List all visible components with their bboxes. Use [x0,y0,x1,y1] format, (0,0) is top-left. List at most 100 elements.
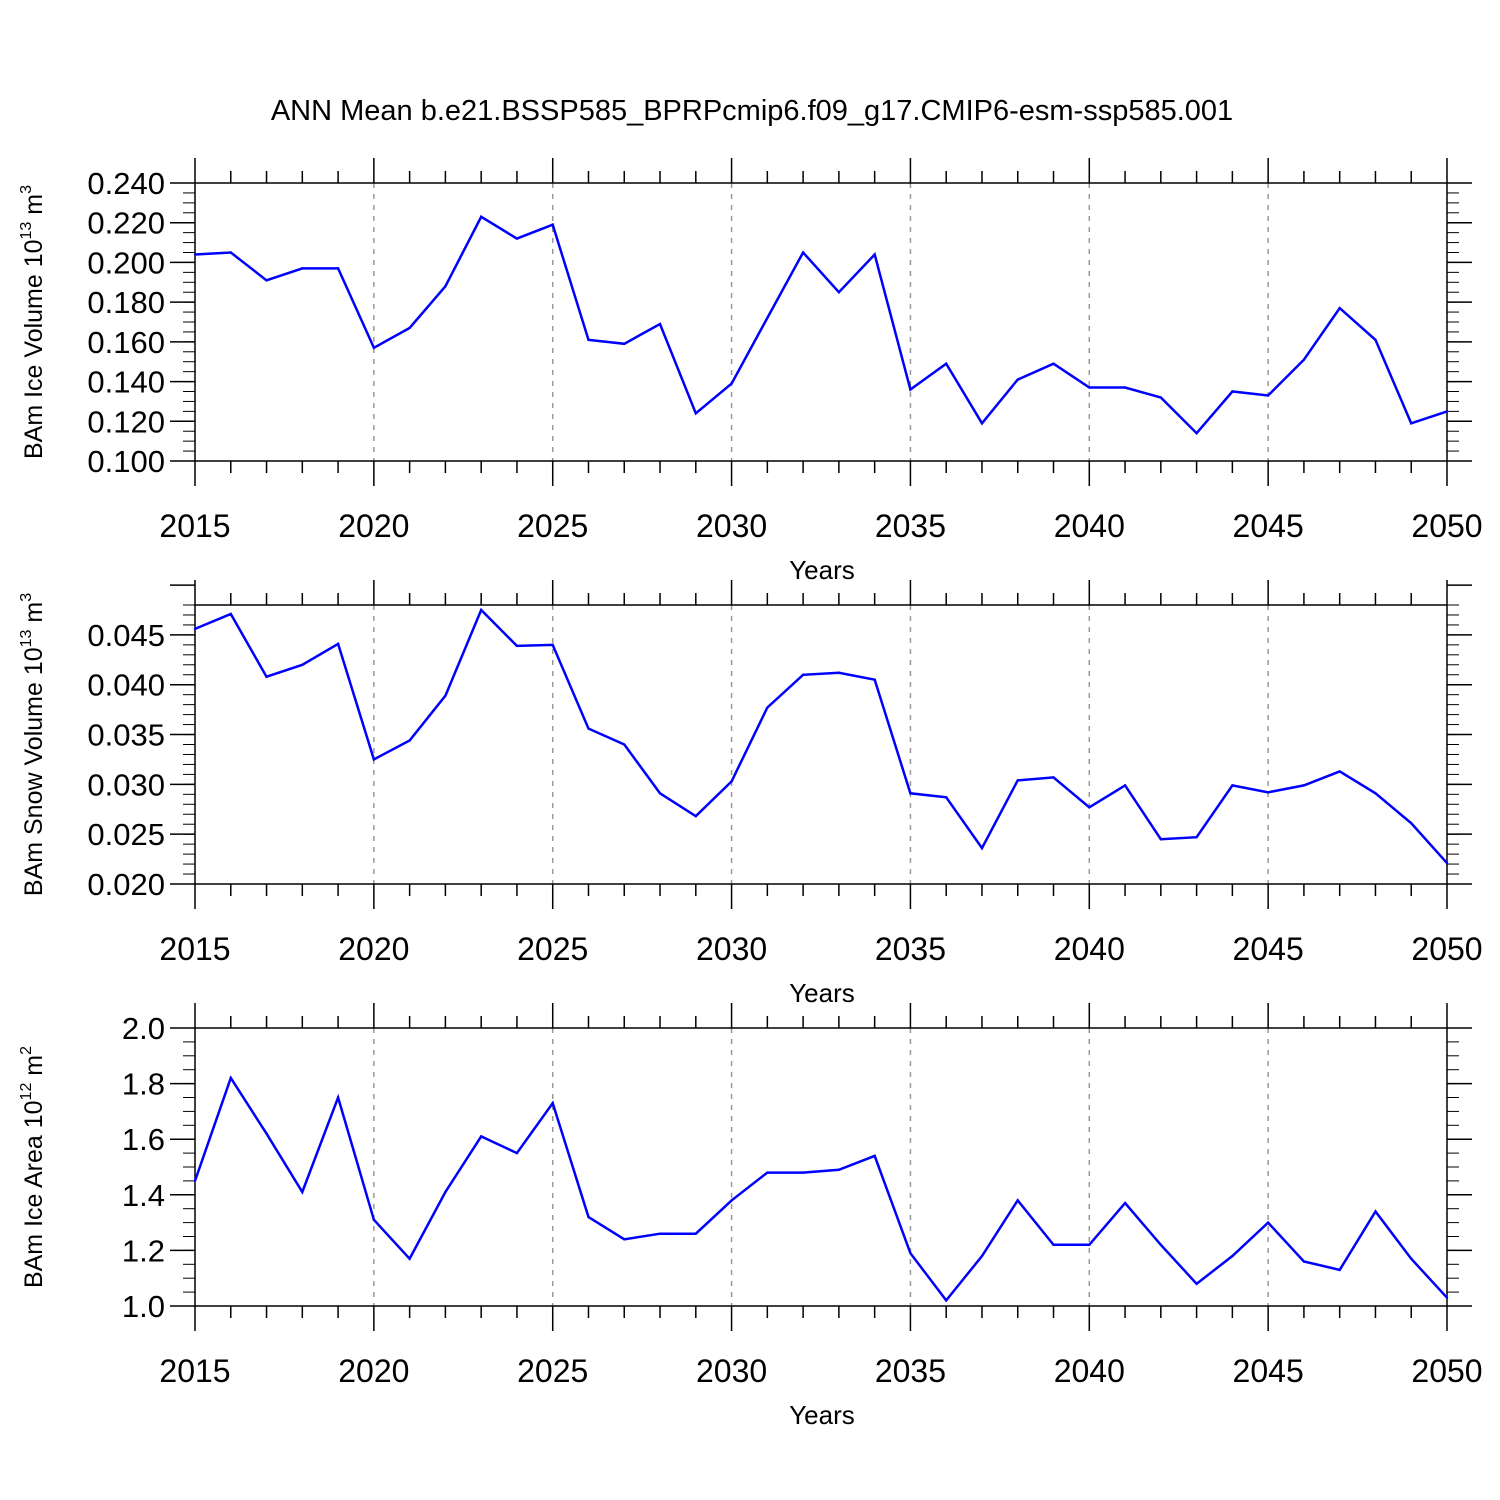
data-point-2024 [515,1151,519,1155]
data-point-2027 [623,342,626,346]
data-point-2037 [980,422,984,425]
data-point-2021 [408,326,411,330]
panels: 0.100 0.120 0.140 0.160 0.180 0.200 0.220 0.240… [18,158,1483,1430]
y-tick-label: 0.140 [87,365,165,400]
data-point-2024 [515,237,519,240]
y-axis-label: BAm Snow Volume 1013 m3 [18,593,48,896]
data-point-2026 [587,338,590,342]
x-tick-label: 2040 [1054,1353,1125,1389]
data-point-2029 [694,1232,697,1235]
data-point-2041 [1123,386,1127,389]
y-axis-label-part: BAm Ice Area 10 [20,1100,48,1288]
data-point-2027 [623,1238,626,1241]
x-tick-label: 2020 [338,1353,409,1389]
x-tick-label: 2020 [338,931,409,967]
data-point-2037 [980,1254,984,1258]
data-point-2048 [1374,338,1377,342]
panel-snow-volume: 0.020 0.025 0.030 0.035 0.040 0.045 2015 2020 20… [18,580,1483,1008]
y-axis-label-part: 3 [18,593,35,602]
y-tick-label: 1.0 [122,1289,165,1324]
y-tick-label: 1.4 [122,1178,165,1213]
data-point-2019 [336,642,340,646]
data-point-2033 [837,671,841,674]
data-point-2018 [301,1190,304,1194]
data-point-2031 [766,706,769,709]
data-point-2042 [1159,837,1163,841]
y-tick-label: 1.2 [122,1233,165,1268]
x-tick-label: 2045 [1233,1353,1304,1389]
data-point-2016 [229,1076,232,1080]
data-point-2033 [837,1168,841,1171]
y-axis-label-part: BAm Snow Volume 10 [20,647,48,896]
data-point-2026 [587,1215,590,1219]
data-point-2020 [372,346,376,350]
data-point-2035 [909,792,912,795]
y-tick-label: 0.100 [87,444,165,479]
data-point-2019 [336,1096,340,1099]
x-axis-label: Years [789,978,855,1008]
y-tick-label: 0.240 [87,166,165,201]
y-tick-label: 0.220 [87,206,165,241]
data-point-2025 [551,1101,554,1105]
y-tick-label: 0.045 [87,618,165,653]
data-point-2017 [265,1132,268,1135]
data-point-2039 [1052,362,1055,365]
y-tick-label: 0.025 [87,817,165,852]
series-line-ice-volume [194,215,1448,436]
data-point-2022 [444,1190,447,1194]
data-point-2029 [694,412,697,415]
x-tick-label: 2015 [159,508,230,544]
data-point-2031 [766,1171,769,1174]
data-point-2050 [1445,1296,1449,1299]
data-point-2021 [408,739,411,742]
data-point-2038 [1016,779,1019,782]
data-point-2049 [1410,822,1413,825]
y-axis-label-part: m [20,602,48,630]
y-tick-label: 0.040 [87,668,165,703]
data-point-2042 [1159,396,1163,399]
y-axis-label-part: m [20,194,48,222]
data-point-2023 [479,1135,483,1138]
panel-ice-area: 1.0 1.2 1.4 1.6 1.8 2.0 2015 2020 2025 2030 2035 20… [18,1003,1483,1430]
data-point-2028 [658,322,662,326]
data-point-2050 [1445,861,1449,865]
panel-ice-volume: 0.100 0.120 0.140 0.160 0.180 0.200 0.220 0.240… [18,158,1483,585]
data-point-2030 [730,1199,733,1202]
data-point-2049 [1410,422,1413,425]
data-point-2030 [730,382,733,385]
y-axis-label-part: 13 [18,629,35,647]
data-point-2047 [1338,306,1341,310]
x-axis-label: Years [789,555,855,585]
data-point-2038 [1016,378,1019,381]
data-point-2046 [1302,784,1306,787]
data-point-2022 [444,285,447,288]
data-point-2016 [229,612,232,616]
data-point-2023 [479,608,483,612]
data-point-2015 [193,253,197,256]
y-tick-label: 0.200 [87,245,165,280]
data-point-2032 [801,673,805,676]
x-tick-label: 2035 [875,931,946,967]
y-axis-label-part: 2 [18,1046,35,1055]
data-point-2032 [801,1171,805,1174]
y-tick-label: 0.120 [87,404,165,439]
data-point-2036 [945,362,948,365]
y-axis-label-part: m [20,1055,48,1083]
data-point-2028 [658,1232,662,1235]
data-point-2047 [1338,1268,1341,1272]
data-point-2041 [1123,784,1127,787]
data-point-2044 [1231,784,1234,787]
data-point-2037 [980,846,984,850]
y-tick-label: 0.035 [87,718,165,753]
data-point-2043 [1195,835,1198,839]
data-point-2026 [587,727,590,730]
x-tick-label: 2025 [517,1353,588,1389]
data-point-2025 [551,223,554,226]
x-tick-label: 2040 [1054,931,1125,967]
data-point-2017 [265,675,268,678]
data-point-2036 [945,1299,948,1302]
data-point-2040 [1088,806,1091,809]
data-point-2046 [1302,1260,1306,1263]
data-point-2048 [1374,1210,1377,1213]
